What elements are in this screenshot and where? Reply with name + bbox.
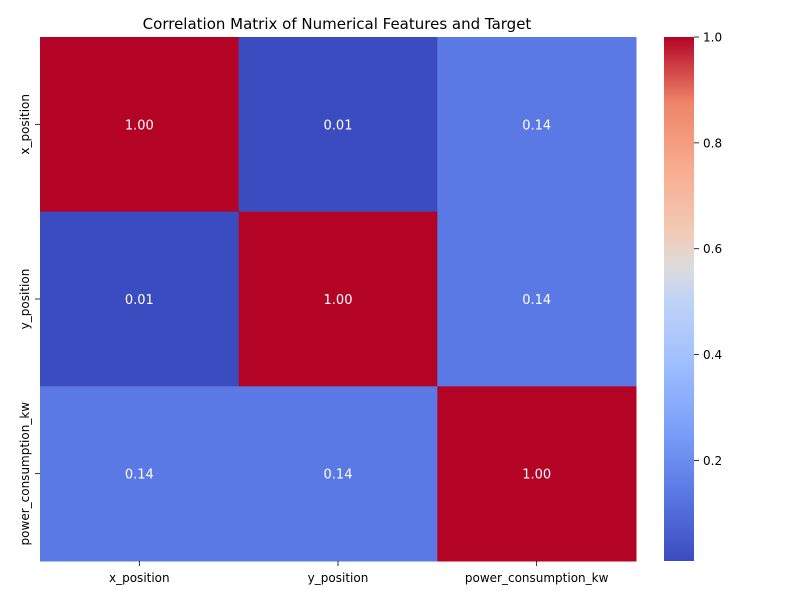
cell-label-1-1: 1.00 <box>324 293 353 308</box>
y-axis: x_position y_position power_consumption_kw <box>18 94 40 545</box>
cell-label-2-2: 1.00 <box>522 468 551 483</box>
y-tick-label-1: y_position <box>18 269 32 330</box>
colorbar-tick-label-0: 0.2 <box>703 454 722 468</box>
colorbar-gradient <box>664 37 694 561</box>
heatmap-cell-2-2 <box>437 386 637 562</box>
heatmap-cells: 1.00 0.01 0.14 0.01 1.00 0.14 0.14 0.14 1.00 <box>40 37 637 562</box>
x-tick-label-1: y_position <box>308 571 369 585</box>
heatmap-cell-1-0 <box>40 211 240 387</box>
colorbar-tick-label-1: 0.4 <box>703 348 722 362</box>
x-axis: x_position y_position power_consumption_kw <box>109 561 609 585</box>
cell-label-1-0: 0.01 <box>125 293 154 308</box>
y-tick-label-0: x_position <box>18 94 32 155</box>
cell-label-2-1: 0.14 <box>324 468 353 483</box>
colorbar-tick-label-3: 0.8 <box>703 136 722 150</box>
heatmap-cell-0-1 <box>238 37 438 213</box>
colorbar-tick-label-2: 0.6 <box>703 242 722 256</box>
heatmap-cell-0-2 <box>437 37 637 213</box>
chart-title: Correlation Matrix of Numerical Features… <box>143 15 532 33</box>
colorbar-tick-label-4: 1.0 <box>703 31 722 45</box>
y-tick-label-2: power_consumption_kw <box>18 402 32 546</box>
heatmap-cell-1-1 <box>238 211 438 387</box>
heatmap-cell-0-0 <box>40 37 240 213</box>
cell-label-0-1: 0.01 <box>324 118 353 133</box>
x-tick-label-0: x_position <box>109 571 170 585</box>
cell-label-2-0: 0.14 <box>125 468 154 483</box>
heatmap-cell-2-1 <box>238 386 438 562</box>
x-tick-label-2: power_consumption_kw <box>465 571 609 585</box>
cell-label-0-0: 1.00 <box>125 118 154 133</box>
colorbar: 0.2 0.4 0.6 0.8 1.0 <box>664 31 722 561</box>
cell-label-1-2: 0.14 <box>522 293 551 308</box>
heatmap-cell-1-2 <box>437 211 637 387</box>
colorbar-ticks: 0.2 0.4 0.6 0.8 1.0 <box>694 31 722 468</box>
cell-label-0-2: 0.14 <box>522 118 551 133</box>
heatmap-cell-2-0 <box>40 386 240 562</box>
